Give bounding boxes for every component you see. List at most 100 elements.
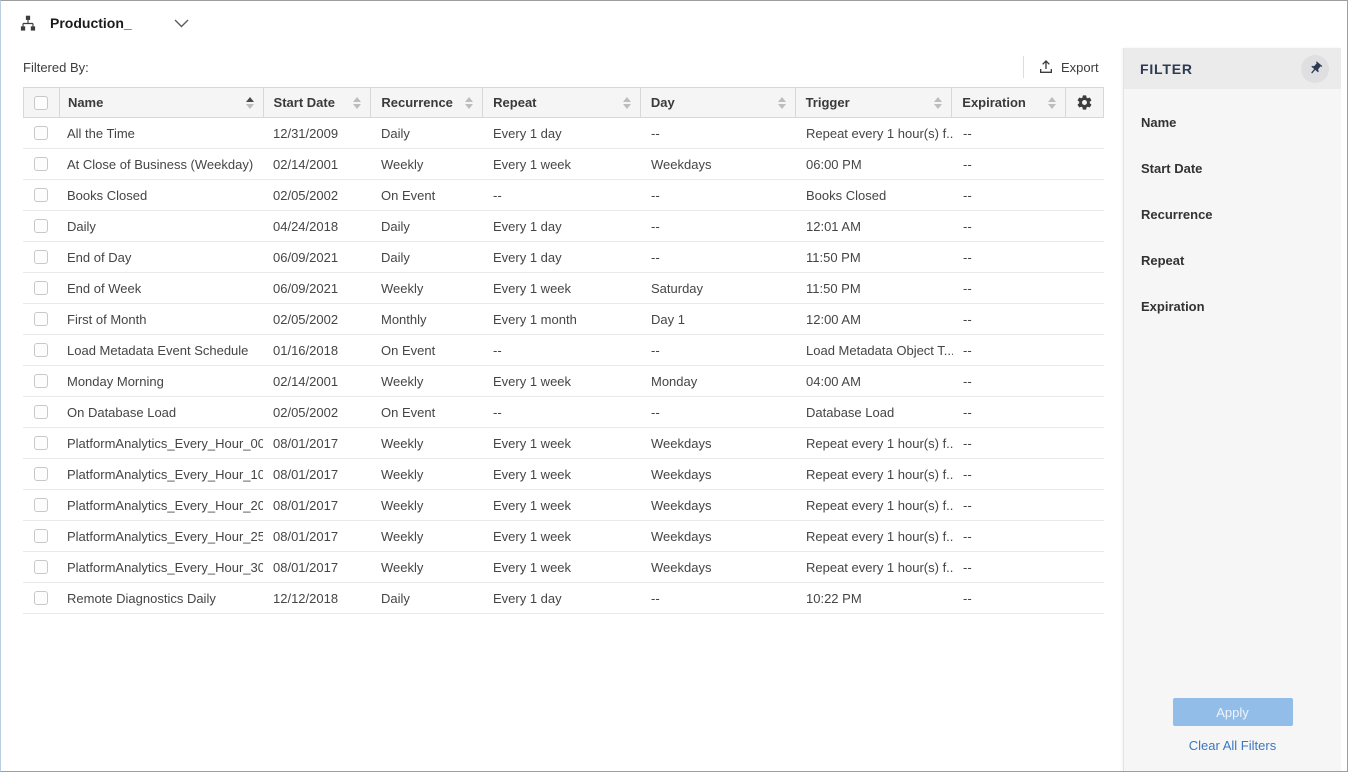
column-header-name[interactable]: Name bbox=[60, 88, 264, 117]
row-checkbox[interactable] bbox=[34, 529, 48, 543]
cell-name: At Close of Business (Weekday) bbox=[67, 156, 254, 172]
cell-recurrence: Monthly bbox=[381, 311, 427, 327]
cell-start-date: 02/14/2001 bbox=[273, 156, 339, 172]
filter-item-start-date[interactable]: Start Date bbox=[1141, 161, 1203, 176]
row-checkbox[interactable] bbox=[34, 281, 48, 295]
toolbar-right: Export bbox=[1023, 54, 1099, 80]
sort-icon bbox=[777, 96, 786, 109]
cell-day: Saturday bbox=[651, 280, 704, 296]
cell-start-date: 08/01/2017 bbox=[273, 497, 339, 513]
cell-repeat: Every 1 week bbox=[493, 280, 572, 296]
table-row[interactable]: Monday Morning 02/14/2001 Weekly Every 1… bbox=[23, 366, 1104, 397]
cell-expiration: -- bbox=[963, 249, 972, 265]
filter-item-expiration[interactable]: Expiration bbox=[1141, 299, 1205, 314]
cell-expiration: -- bbox=[963, 559, 972, 575]
cell-expiration: -- bbox=[963, 528, 972, 544]
column-header-trigger[interactable]: Trigger bbox=[796, 88, 953, 117]
cell-recurrence: Weekly bbox=[381, 435, 424, 451]
cell-name: PlatformAnalytics_Every_Hour_00 bbox=[67, 435, 263, 451]
row-checkbox[interactable] bbox=[34, 591, 48, 605]
clear-all-filters-link[interactable]: Clear All Filters bbox=[1188, 738, 1277, 753]
cell-day: Weekdays bbox=[651, 435, 712, 451]
table-row[interactable]: Daily 04/24/2018 Daily Every 1 day -- 12… bbox=[23, 211, 1104, 242]
cell-name: PlatformAnalytics_Every_Hour_30 bbox=[67, 559, 263, 575]
cell-name: PlatformAnalytics_Every_Hour_25 bbox=[67, 528, 263, 544]
cell-day: -- bbox=[651, 590, 660, 606]
row-checkbox[interactable] bbox=[34, 436, 48, 450]
pin-button[interactable] bbox=[1301, 54, 1329, 83]
cell-name: End of Day bbox=[67, 249, 132, 265]
cell-start-date: 12/12/2018 bbox=[273, 590, 339, 606]
cell-recurrence: Weekly bbox=[381, 559, 424, 575]
cell-day: -- bbox=[651, 218, 660, 234]
cell-repeat: Every 1 week bbox=[493, 497, 572, 513]
filter-item-recurrence[interactable]: Recurrence bbox=[1141, 207, 1213, 222]
table-row[interactable]: First of Month 02/05/2002 Monthly Every … bbox=[23, 304, 1104, 335]
cell-name: PlatformAnalytics_Every_Hour_20 bbox=[67, 497, 263, 513]
table-row[interactable]: Remote Diagnostics Daily 12/12/2018 Dail… bbox=[23, 583, 1104, 614]
cell-repeat: Every 1 week bbox=[493, 466, 572, 482]
column-header-start-date[interactable]: Start Date bbox=[264, 88, 372, 117]
filter-item-name[interactable]: Name bbox=[1141, 115, 1177, 130]
cell-start-date: 08/01/2017 bbox=[273, 559, 339, 575]
cell-start-date: 02/05/2002 bbox=[273, 187, 339, 203]
cell-repeat: Every 1 day bbox=[493, 125, 562, 141]
row-checkbox[interactable] bbox=[34, 467, 48, 481]
table-row[interactable]: End of Day 06/09/2021 Daily Every 1 day … bbox=[23, 242, 1104, 273]
row-checkbox[interactable] bbox=[34, 188, 48, 202]
row-checkbox[interactable] bbox=[34, 498, 48, 512]
cell-name: Monday Morning bbox=[67, 373, 164, 389]
table-row[interactable]: PlatformAnalytics_Every_Hour_20 08/01/20… bbox=[23, 490, 1104, 521]
pin-icon bbox=[1310, 61, 1322, 74]
cell-recurrence: Daily bbox=[381, 218, 410, 234]
table-row[interactable]: On Database Load 02/05/2002 On Event -- … bbox=[23, 397, 1104, 428]
row-checkbox[interactable] bbox=[34, 250, 48, 264]
cell-recurrence: Daily bbox=[381, 125, 410, 141]
select-all-checkbox[interactable] bbox=[24, 88, 60, 117]
column-settings-button[interactable] bbox=[1066, 88, 1103, 117]
column-header-repeat[interactable]: Repeat bbox=[483, 88, 641, 117]
table-row[interactable]: Books Closed 02/05/2002 On Event -- -- B… bbox=[23, 180, 1104, 211]
row-checkbox[interactable] bbox=[34, 219, 48, 233]
column-header-day[interactable]: Day bbox=[641, 88, 796, 117]
table-row[interactable]: PlatformAnalytics_Every_Hour_25 08/01/20… bbox=[23, 521, 1104, 552]
cell-trigger: Repeat every 1 hour(s) f... bbox=[806, 497, 953, 513]
row-checkbox[interactable] bbox=[34, 560, 48, 574]
chevron-down-icon bbox=[174, 19, 189, 28]
cell-recurrence: On Event bbox=[381, 342, 436, 358]
filter-item-repeat[interactable]: Repeat bbox=[1141, 253, 1185, 268]
column-header-recurrence[interactable]: Recurrence bbox=[371, 88, 484, 117]
table-body: All the Time 12/31/2009 Daily Every 1 da… bbox=[23, 118, 1104, 614]
cell-day: -- bbox=[651, 187, 660, 203]
row-checkbox[interactable] bbox=[34, 374, 48, 388]
project-switcher[interactable]: Production_ bbox=[1, 15, 189, 32]
row-checkbox[interactable] bbox=[34, 343, 48, 357]
cell-recurrence: Weekly bbox=[381, 156, 424, 172]
table-row[interactable]: End of Week 06/09/2021 Weekly Every 1 we… bbox=[23, 273, 1104, 304]
cell-day: Day 1 bbox=[651, 311, 685, 327]
cell-day: Weekdays bbox=[651, 466, 712, 482]
cell-trigger: 11:50 PM bbox=[806, 280, 861, 296]
table-row[interactable]: Load Metadata Event Schedule 01/16/2018 … bbox=[23, 335, 1104, 366]
cell-expiration: -- bbox=[963, 373, 972, 389]
cell-day: -- bbox=[651, 404, 660, 420]
table-row[interactable]: PlatformAnalytics_Every_Hour_10 08/01/20… bbox=[23, 459, 1104, 490]
column-header-expiration[interactable]: Expiration bbox=[952, 88, 1067, 117]
row-checkbox[interactable] bbox=[34, 405, 48, 419]
export-button[interactable]: Export bbox=[1038, 59, 1099, 75]
row-checkbox[interactable] bbox=[34, 312, 48, 326]
cell-trigger: Load Metadata Object T... bbox=[806, 342, 953, 358]
row-checkbox[interactable] bbox=[34, 126, 48, 140]
cell-expiration: -- bbox=[963, 187, 972, 203]
row-checkbox[interactable] bbox=[34, 157, 48, 171]
checkbox[interactable] bbox=[34, 95, 49, 110]
table-row[interactable]: PlatformAnalytics_Every_Hour_00 08/01/20… bbox=[23, 428, 1104, 459]
apply-button[interactable]: Apply bbox=[1172, 698, 1293, 726]
table-row[interactable]: PlatformAnalytics_Every_Hour_30 08/01/20… bbox=[23, 552, 1104, 583]
cell-recurrence: Daily bbox=[381, 249, 410, 265]
cell-repeat: Every 1 week bbox=[493, 373, 572, 389]
cell-name: Load Metadata Event Schedule bbox=[67, 342, 249, 358]
table-row[interactable]: At Close of Business (Weekday) 02/14/200… bbox=[23, 149, 1104, 180]
table-row[interactable]: All the Time 12/31/2009 Daily Every 1 da… bbox=[23, 118, 1104, 149]
